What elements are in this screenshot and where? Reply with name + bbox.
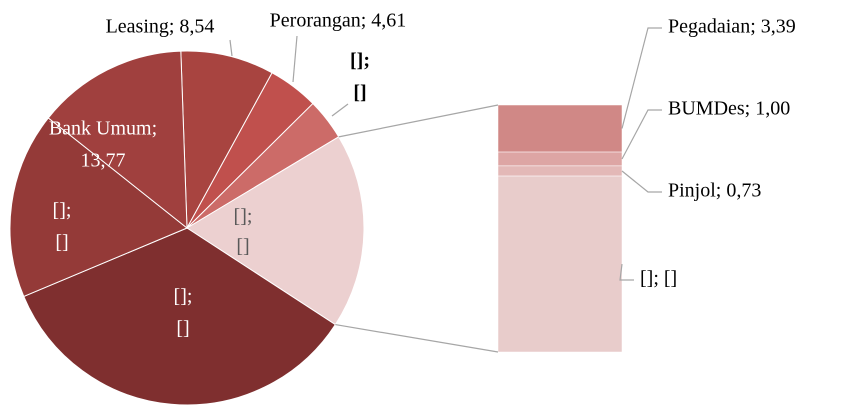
pie-slice [180,50,273,230]
data-label: []; [] [640,268,677,290]
connector [338,104,499,138]
pie-slice [23,227,337,405]
pie-slice [9,117,188,298]
data-label: [] [176,318,189,340]
data-label: Leasing; 8,54 [106,16,215,38]
data-label: Perorangan; 4,61 [270,10,407,32]
data-label: Pegadaian; 3,39 [668,16,796,38]
data-label: []; [350,50,370,72]
bar-segment [497,104,623,153]
data-label: Pinjol; 0,73 [668,180,761,202]
data-label: 13,77 [81,150,126,172]
leader-line [621,170,662,193]
leader-line [619,263,634,281]
data-label: Bank Umum; [49,118,157,140]
data-label: []; [174,286,193,308]
leader-line [229,39,233,57]
bar-segment [497,175,623,353]
data-label: []; [53,200,72,222]
data-label: BUMDes; 1,00 [668,98,790,120]
other-slice [186,136,365,326]
bar-segment [497,165,623,177]
data-label: []; [234,206,253,228]
leader-line [621,27,662,129]
bar-segment [497,151,623,167]
data-label: [] [236,236,249,258]
leader-line [621,109,662,160]
leader-line [292,35,298,83]
pie-slice [47,50,188,230]
leader-line [331,103,349,117]
data-label: [] [55,232,68,254]
data-label: [] [353,82,366,104]
connector [335,324,499,353]
